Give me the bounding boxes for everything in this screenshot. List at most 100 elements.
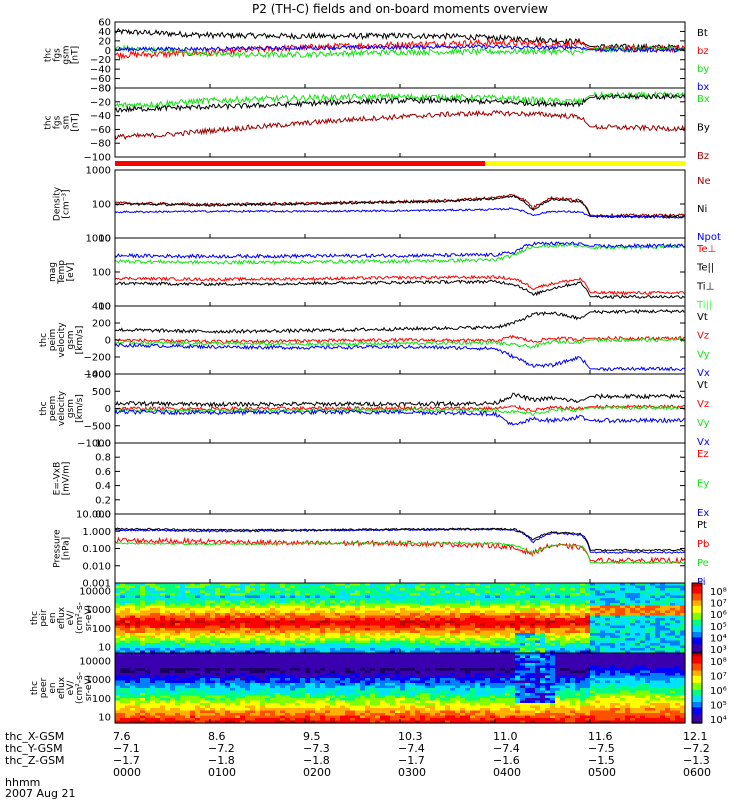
spectrogram-cell xyxy=(290,700,296,704)
spectrogram-cell xyxy=(235,585,241,589)
spectrogram-cell xyxy=(225,615,231,619)
spectrogram-cell xyxy=(210,583,216,587)
spectrogram-cell xyxy=(260,658,266,662)
spectrogram-cell xyxy=(670,640,676,644)
spectrogram-cell xyxy=(390,620,396,624)
spectrogram-cell xyxy=(395,648,401,652)
spectrogram-cell xyxy=(420,588,426,592)
spectrogram-cell xyxy=(300,685,306,689)
spectrogram-cell xyxy=(515,605,521,609)
spectrogram-cell xyxy=(140,678,146,682)
spectrogram-cell xyxy=(310,668,316,672)
spectrogram-cell xyxy=(390,628,396,632)
spectrogram-cell xyxy=(505,600,511,604)
spectrogram-cell xyxy=(455,603,461,607)
spectrogram-cell xyxy=(400,623,406,627)
spectrogram-cell xyxy=(575,638,581,642)
colorbar-segment xyxy=(692,649,702,652)
spectrogram-cell xyxy=(260,673,266,677)
spectrogram-cell xyxy=(495,598,501,602)
spectrogram-cell xyxy=(135,670,141,674)
spectrogram-cell xyxy=(315,690,321,694)
spectrogram-cell xyxy=(510,648,516,652)
spectrogram-cell xyxy=(510,595,516,599)
spectrogram-cell xyxy=(340,683,346,687)
spectrogram-cell xyxy=(365,600,371,604)
spectrogram-cell xyxy=(570,613,576,617)
spectrogram-cell xyxy=(225,705,231,709)
spectrogram-cell xyxy=(445,608,451,612)
spectrogram-cell xyxy=(300,623,306,627)
spectrogram-cell xyxy=(280,713,286,717)
spectrogram-cell xyxy=(380,633,386,637)
spectrogram-cell xyxy=(325,703,331,707)
spectrogram-cell xyxy=(365,650,371,654)
spectrogram-cell xyxy=(150,660,156,664)
spectrogram-cell xyxy=(380,650,386,654)
spectrogram-cell xyxy=(440,593,446,597)
spectrogram-cell xyxy=(195,665,201,669)
spectrogram-cell xyxy=(545,613,551,617)
spectrogram-cell xyxy=(210,688,216,692)
spectrogram-cell xyxy=(450,635,456,639)
spectrogram-cell xyxy=(505,650,511,654)
spectrogram-cell xyxy=(235,605,241,609)
spectrogram-cell xyxy=(350,718,356,722)
spectrogram-cell xyxy=(510,583,516,587)
spectrogram-cell xyxy=(225,718,231,722)
spectrogram-cell xyxy=(320,720,326,724)
spectrogram-cell xyxy=(280,625,286,629)
spectrogram-cell xyxy=(320,698,326,702)
spectrogram-cell xyxy=(380,615,386,619)
spectrogram-cell xyxy=(300,638,306,642)
spectrogram-cell xyxy=(495,648,501,652)
spectrogram-cell xyxy=(155,638,161,642)
spectrogram-cell xyxy=(355,703,361,707)
spectrogram-cell xyxy=(275,635,281,639)
spectrogram-cell xyxy=(275,703,281,707)
spectrogram-cell xyxy=(420,605,426,609)
series-group xyxy=(115,527,685,565)
spectrogram-cell xyxy=(505,635,511,639)
spectrogram-cell xyxy=(245,600,251,604)
spectrogram-cell xyxy=(345,658,351,662)
spectrogram-cell xyxy=(450,615,456,619)
spectrogram-cell xyxy=(500,633,506,637)
colorbar-segment xyxy=(692,586,702,589)
spectrogram-cell xyxy=(130,718,136,722)
spectrogram-cell xyxy=(655,623,661,627)
spectrogram-cell xyxy=(260,635,266,639)
spectrogram-cell xyxy=(140,668,146,672)
spectrogram-cell xyxy=(335,653,341,657)
spectrogram-cell xyxy=(245,603,251,607)
spectrogram-cell xyxy=(605,645,611,649)
spectrogram-cell xyxy=(315,600,321,604)
spectrogram-cell xyxy=(355,643,361,647)
spectrogram-cell xyxy=(305,653,311,657)
spectrogram-cell xyxy=(545,600,551,604)
spectrogram-cell xyxy=(375,595,381,599)
spectrogram-cell xyxy=(570,590,576,594)
spectrogram-cell xyxy=(335,660,341,664)
spectrogram-cell xyxy=(210,660,216,664)
spectrogram-cell xyxy=(480,648,486,652)
spectrogram-cell xyxy=(315,715,321,719)
spectrogram-cell xyxy=(315,610,321,614)
spectrogram-cell xyxy=(120,688,126,692)
spectrogram-cell xyxy=(470,650,476,654)
y-tick-label: 1000 xyxy=(86,370,111,381)
spectrogram-cell xyxy=(155,635,161,639)
spectrogram-cell xyxy=(205,610,211,614)
spectrogram-cell xyxy=(245,720,251,724)
spectrogram-cell xyxy=(430,608,436,612)
spectrogram-cell xyxy=(580,600,586,604)
spectrogram-cell xyxy=(425,595,431,599)
spectrogram-cell xyxy=(315,705,321,709)
spectrogram-cell xyxy=(210,613,216,617)
spectrogram-cell xyxy=(410,593,416,597)
spectrogram-cell xyxy=(455,593,461,597)
spectrogram-cell xyxy=(325,708,331,712)
spectrogram-cell xyxy=(250,600,256,604)
spectrogram-cell xyxy=(290,628,296,632)
spectrogram-cell xyxy=(160,713,166,717)
